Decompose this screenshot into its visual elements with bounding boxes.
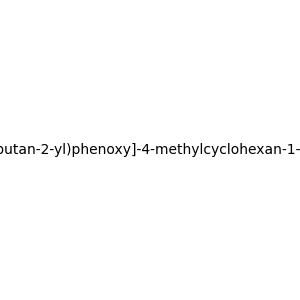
Text: 2-[2-(butan-2-yl)phenoxy]-4-methylcyclohexan-1-amine: 2-[2-(butan-2-yl)phenoxy]-4-methylcycloh… [0, 143, 300, 157]
